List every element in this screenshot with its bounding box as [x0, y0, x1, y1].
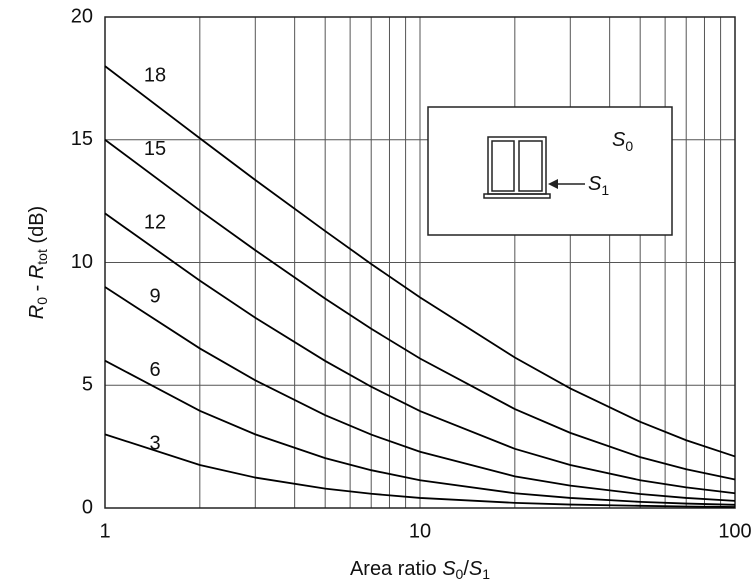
line	[104, 433, 736, 508]
y-axis-label-part: R	[26, 305, 48, 319]
y-tick-label: 20	[71, 5, 93, 27]
arrow-head	[548, 179, 558, 189]
y-axis-label-part: R	[26, 265, 48, 279]
x-tick-label: 100	[718, 520, 751, 542]
curve-label: 15	[144, 138, 166, 160]
inset-label: S0	[612, 129, 633, 153]
x-axis-label: Area ratio S0/S1	[350, 558, 490, 581]
window-sill	[483, 193, 551, 199]
inset-label-part: S	[612, 129, 626, 151]
x-tick-label: 10	[409, 520, 431, 542]
inset-label-part: 1	[601, 182, 609, 198]
plot-frame	[104, 16, 736, 509]
line	[104, 286, 736, 502]
x-axis-label-part: Area ratio	[350, 558, 442, 580]
inset-label-part: 0	[625, 138, 633, 154]
line	[104, 359, 736, 506]
curve-label: 9	[149, 285, 160, 307]
y-axis-label-part: -	[26, 279, 48, 297]
y-tick-label: 0	[82, 496, 93, 518]
curve-label: 12	[144, 212, 166, 234]
window-pane	[518, 140, 543, 192]
inset-label: S1	[588, 173, 609, 197]
inset-box	[427, 106, 673, 236]
y-axis-label-part: 0	[34, 297, 50, 305]
x-axis-label-part: S	[442, 558, 456, 580]
grid	[104, 16, 736, 509]
line	[104, 65, 736, 458]
y-axis-label-part: (dB)	[26, 206, 48, 249]
curve-label: 6	[149, 359, 160, 381]
y-axis-label: R0 - Rtot (dB)	[26, 206, 49, 319]
x-axis-label-part: /	[463, 558, 469, 580]
curve-label: 3	[149, 433, 160, 455]
inset	[427, 106, 673, 236]
y-axis-label-part: tot	[34, 249, 50, 265]
x-axis-label-part: 1	[482, 566, 490, 582]
x-axis-label-part: 0	[456, 566, 464, 582]
line	[104, 212, 736, 495]
y-tick-label: 10	[71, 251, 93, 273]
y-tick-label: 15	[71, 128, 93, 150]
curve-label: 18	[144, 64, 166, 86]
window-pane	[491, 140, 515, 192]
y-tick-label: 5	[82, 374, 93, 396]
line	[104, 139, 736, 481]
inset-label-part: S	[588, 173, 602, 195]
x-axis-label-part: S	[469, 558, 483, 580]
x-tick-label: 1	[99, 520, 110, 542]
